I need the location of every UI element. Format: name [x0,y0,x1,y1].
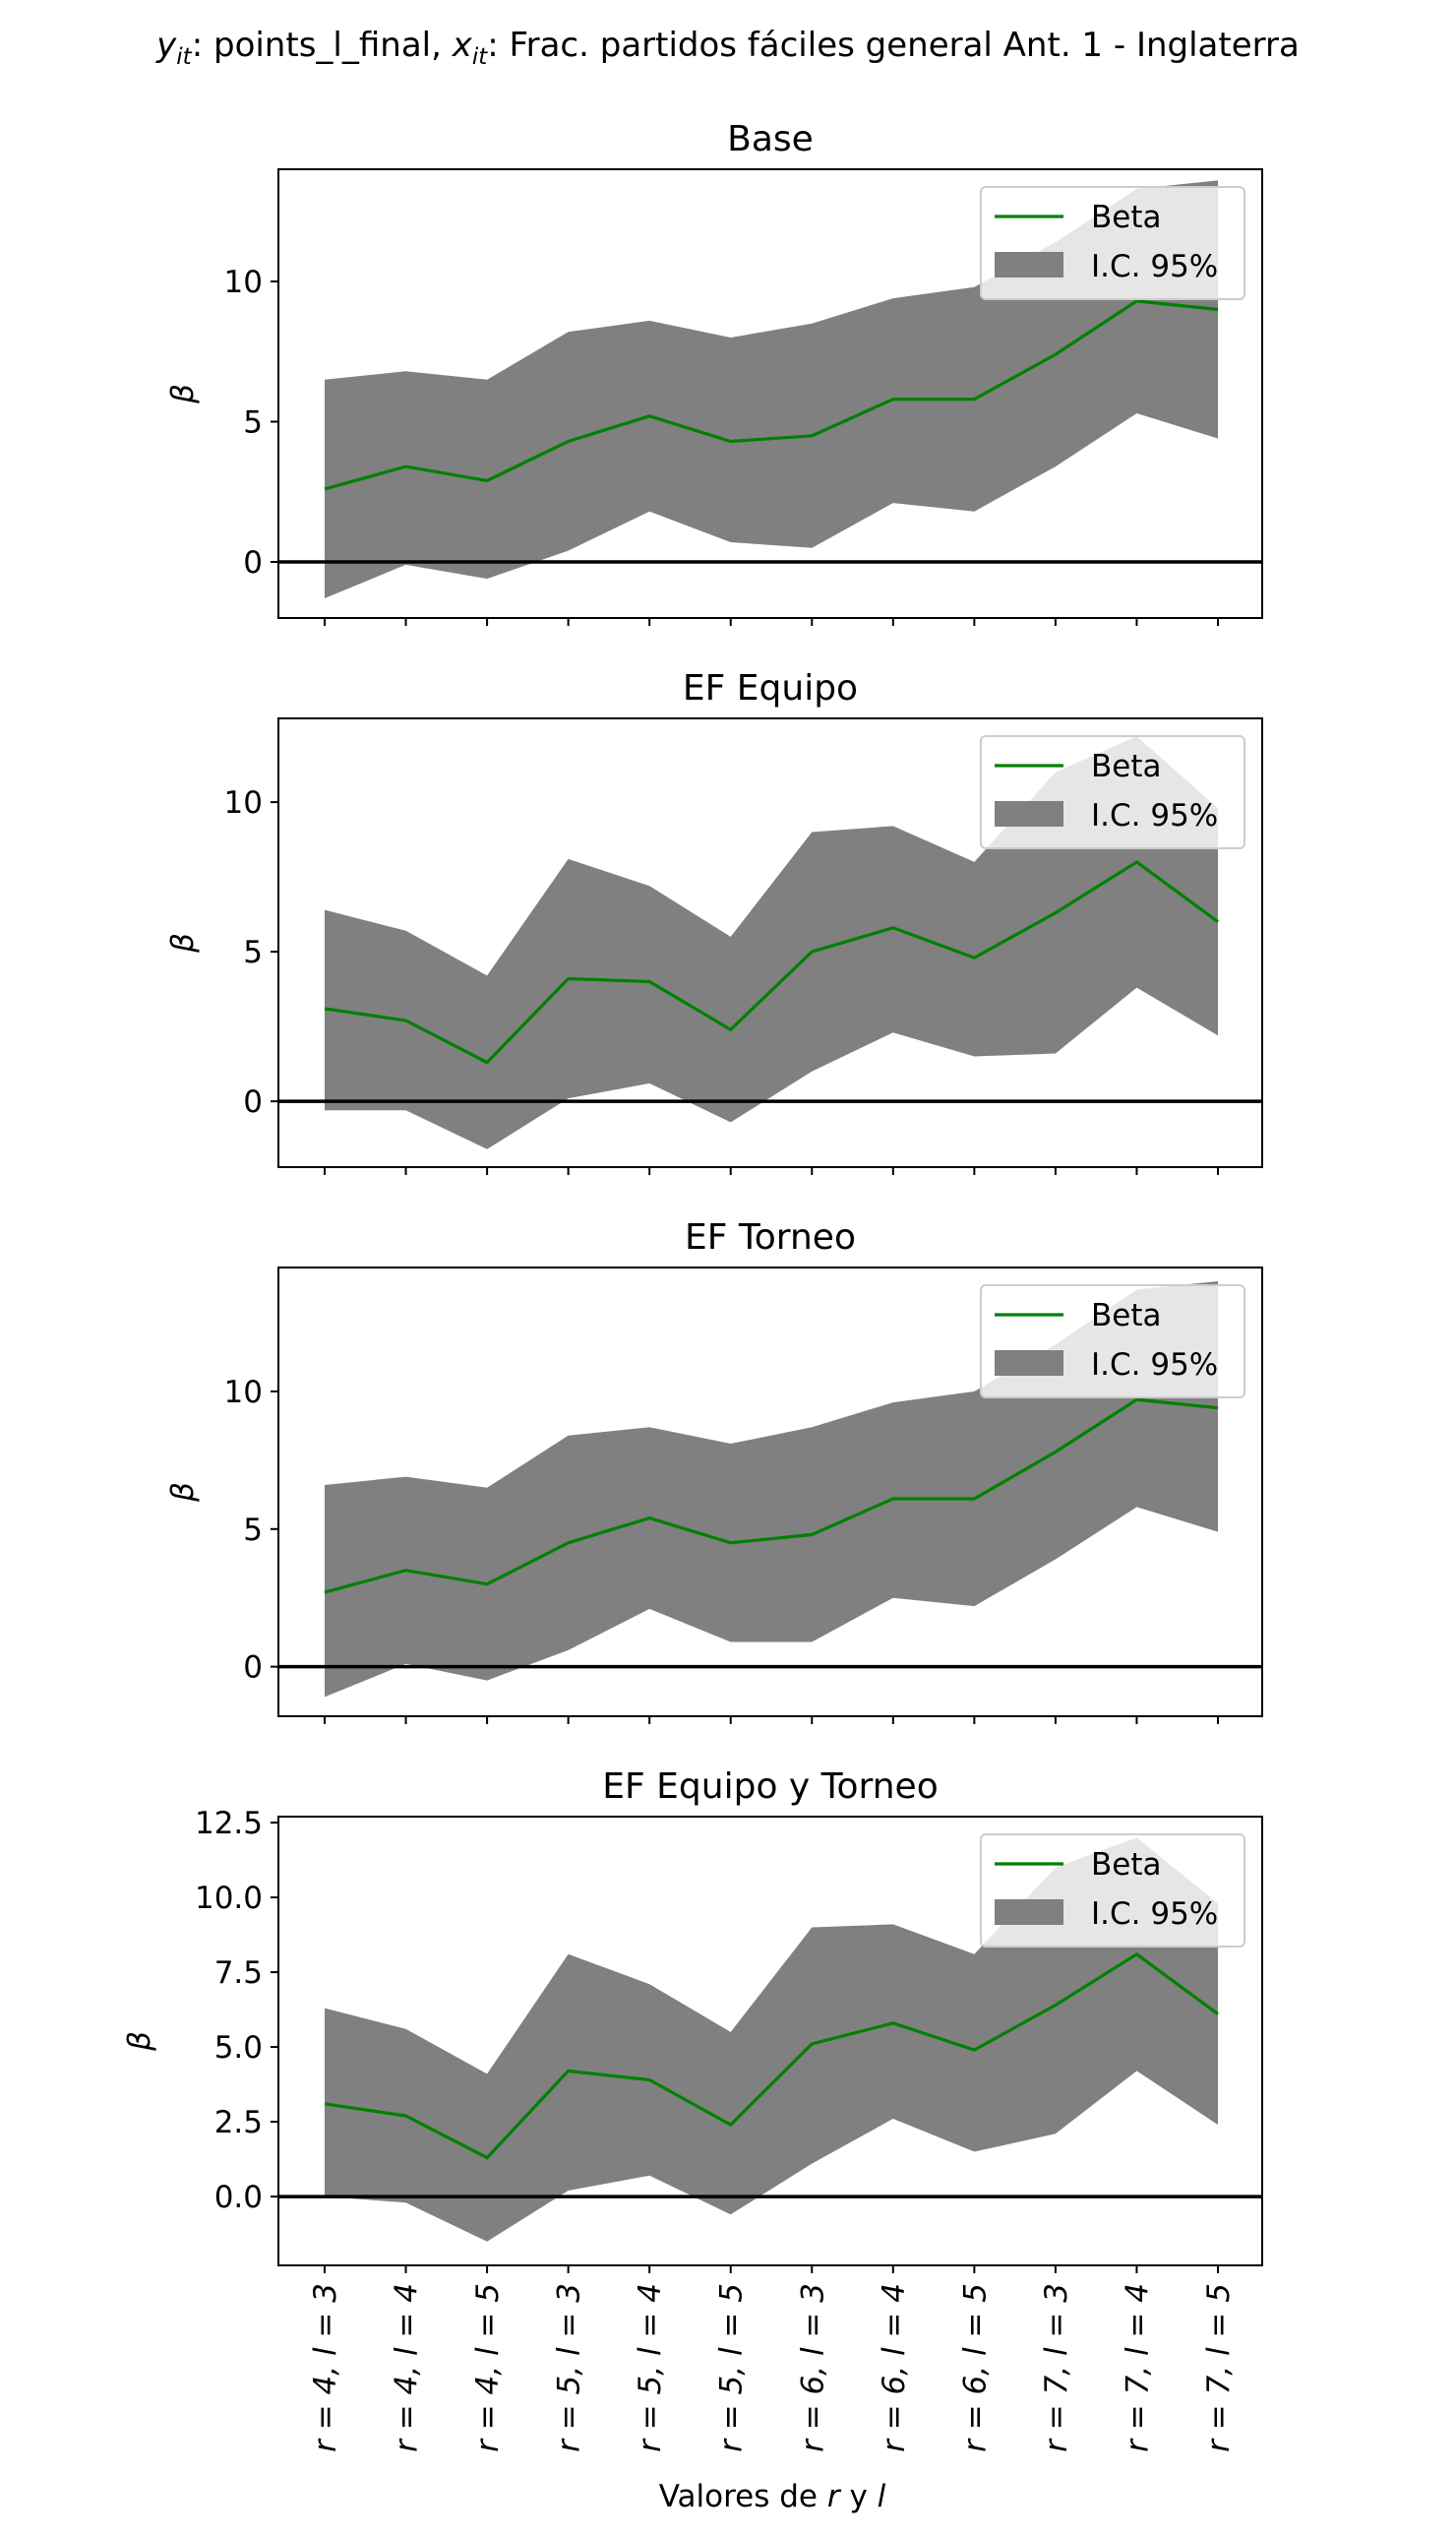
y-axis-label: β [165,384,201,404]
y-tick-label: 12.5 [195,1806,263,1841]
x-axis-label-r: r [827,2479,842,2514]
legend: Beta I.C. 95% [980,186,1245,300]
x-axis-label-middle: y [840,2479,878,2514]
beta-line [324,1951,1219,2160]
x-tick-label: r = 4, l = 3 [308,2283,343,2452]
legend-line-label: Beta [1091,1298,1162,1333]
y-tick-label: 10 [224,265,263,300]
ci-band [325,736,1218,1149]
x-tick-label: r = 7, l = 3 [1039,2283,1074,2452]
beta-line [324,859,1219,1065]
x-tick-label: r = 6, l = 3 [795,2283,830,2452]
x-tick-label: r = 5, l = 4 [633,2283,668,2452]
x-tick-label: r = 4, l = 4 [390,2283,425,2452]
x-tick-label: r = 4, l = 5 [470,2283,506,2452]
y-tick-label: 10.0 [195,1881,263,1916]
beta-line [324,299,1219,491]
suptitle-y-sub: it [176,44,192,70]
subplot-title: EF Torneo [685,1217,856,1258]
y-tick-label: 0.0 [214,2180,263,2215]
y-tick-label: 2.5 [214,2105,263,2140]
y-tick-label: 5 [243,935,263,970]
suptitle-x-var: x [452,26,473,65]
x-tick-label: r = 5, l = 3 [552,2283,587,2452]
legend-band-swatch [995,1899,1063,1925]
x-tick-labels: r = 4, l = 3 r = 4, l = 4 r = 4, l = 5 r = … [308,2283,1237,2452]
legend-band-swatch [995,252,1063,278]
legend-band-label: I.C. 95% [1091,1347,1218,1383]
legend-line-label: Beta [1091,1847,1162,1883]
legend-band-label: I.C. 95% [1091,798,1218,834]
subplot-title: Base [727,119,814,159]
y-tick-label: 0 [243,1650,263,1686]
beta-line [324,1397,1219,1594]
y-tick-label: 0 [243,545,263,581]
legend-band-label: I.C. 95% [1091,249,1218,284]
x-axis-label: Valores de r y l [659,2479,886,2514]
x-tick-label: r = 7, l = 4 [1120,2283,1155,2452]
subplot-3: EF Torneo 0 5 10 β Beta I.C. 95% [165,1217,1263,1724]
y-axis-label: β [165,933,201,954]
axes-frame [277,717,1263,1168]
legend-band-label: I.C. 95% [1091,1896,1218,1932]
x-tick-label: r = 7, l = 5 [1201,2283,1237,2452]
subplot-2: EF Equipo 0 5 10 β Beta I.C. 95% [165,668,1263,1175]
subplots: Base 0 5 10 β Beta I.C. 95% EF Equipo 0 5 10 β Beta I… [122,119,1263,2273]
legend-line-label: Beta [1091,200,1162,235]
subplot-title: EF Equipo [683,668,858,709]
legend-band-swatch [995,1350,1063,1376]
suptitle-x-sub: it [472,44,488,70]
y-tick-label: 5 [243,405,263,441]
axes-frame [277,1816,1263,2266]
subplot-4: EF Equipo y Torneo 0.0 2.5 5.0 7.5 10.0 12.5 β B… [122,1766,1263,2273]
suptitle-y-var: y [155,26,177,65]
subplot-1: Base 0 5 10 β Beta I.C. 95% [165,119,1263,626]
x-axis-label-l: l [878,2479,886,2514]
legend: Beta I.C. 95% [980,1284,1245,1398]
y-tick-label: 0 [243,1084,263,1120]
suptitle: yit: points_l_final, xit: Frac. partidos… [155,26,1300,70]
subplot-title: EF Equipo y Torneo [602,1766,938,1807]
plot-area [278,736,1262,1149]
legend: Beta I.C. 95% [980,735,1245,849]
suptitle-y-rest: : points_l_final, [192,26,453,65]
y-axis-label: β [122,2031,157,2052]
y-tick-label: 7.5 [214,1955,263,1991]
legend-line-label: Beta [1091,749,1162,784]
suptitle-x-rest: : Frac. partidos fáciles general Ant. 1 … [487,26,1300,65]
y-axis-label: β [165,1482,201,1503]
y-tick-label: 5.0 [214,2030,263,2066]
x-tick-label: r = 6, l = 4 [877,2283,912,2452]
legend: Beta I.C. 95% [980,1833,1245,1948]
x-tick-label: r = 5, l = 5 [714,2283,750,2452]
axes-frame [277,168,1263,619]
legend-band-swatch [995,801,1063,827]
y-tick-label: 10 [224,1375,263,1410]
y-tick-label: 10 [224,785,263,821]
y-tick-label: 5 [243,1513,263,1548]
axes-frame [277,1267,1263,1717]
x-axis-label-prefix: Valores de [659,2479,827,2514]
x-tick-label: r = 6, l = 5 [957,2283,993,2452]
